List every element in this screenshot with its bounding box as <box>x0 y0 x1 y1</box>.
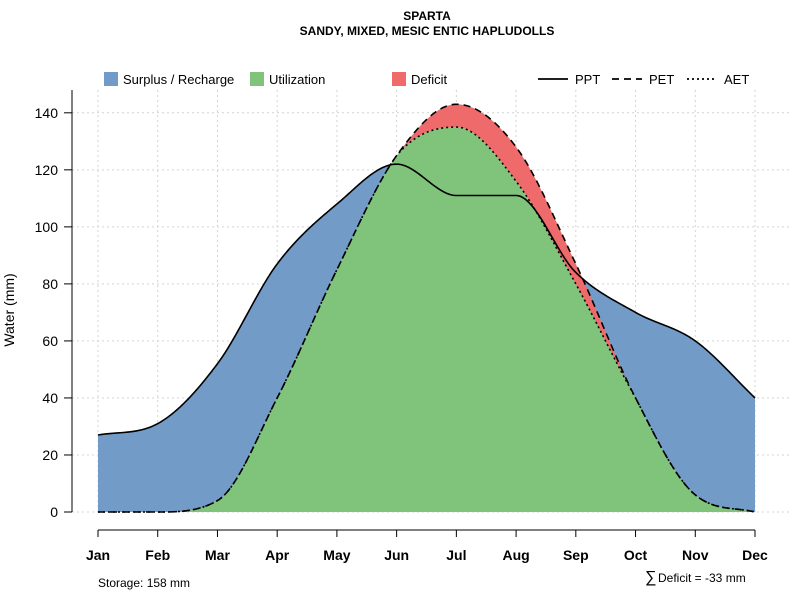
x-tick-label: Feb <box>145 547 170 563</box>
y-tick-label: 140 <box>35 105 59 121</box>
chart-title: SPARTA <box>403 9 451 23</box>
chart-subtitle: SANDY, MIXED, MESIC ENTIC HAPLUDOLLS <box>300 24 555 38</box>
x-tick-label: Dec <box>742 547 768 563</box>
legend-swatch <box>104 72 118 86</box>
legend-area-label: Deficit <box>411 72 448 87</box>
y-tick-label: 80 <box>42 276 58 292</box>
x-tick-label: Mar <box>205 547 230 563</box>
pet-line <box>98 103 756 513</box>
ppt-line <box>97 163 756 436</box>
y-tick-label: 120 <box>35 162 59 178</box>
utilization-area <box>98 127 755 512</box>
legend-swatch <box>250 72 264 86</box>
legend-line-label: PET <box>649 72 674 87</box>
x-tick-label: Jul <box>446 547 466 563</box>
legend-swatch <box>392 72 406 86</box>
x-tick-label: Sep <box>563 547 589 563</box>
axes: 0 20 40 60 80 100 120 140 Jan Feb Mar Apr May Jun Jul A… <box>35 90 768 563</box>
x-tick-label: May <box>323 547 350 563</box>
legend: Surplus / Recharge Utilization Deficit PPT P… <box>104 72 749 87</box>
storage-note: Storage: 158 mm <box>98 576 190 590</box>
legend-line-label: AET <box>724 72 749 87</box>
x-tick-label: Jan <box>86 547 110 563</box>
y-tick-label: 40 <box>42 390 58 406</box>
deficit-note: Deficit = -33 mm <box>658 571 746 585</box>
y-axis-label: Water (mm) <box>1 273 17 346</box>
sigma-symbol: ∑ <box>645 569 656 586</box>
x-tick-label: Apr <box>265 547 290 563</box>
y-tick-label: 20 <box>42 447 58 463</box>
x-tick-label: Nov <box>682 547 709 563</box>
x-tick-label: Oct <box>624 547 648 563</box>
y-tick-label: 100 <box>35 219 59 235</box>
legend-area-label: Utilization <box>269 72 325 87</box>
x-tick-label: Aug <box>502 547 529 563</box>
y-tick-label: 0 <box>50 504 58 520</box>
chart-areas <box>98 104 755 512</box>
legend-area-label: Surplus / Recharge <box>123 72 234 87</box>
x-tick-label: Jun <box>384 547 409 563</box>
y-tick-label: 60 <box>42 333 58 349</box>
chart-lines <box>97 103 756 513</box>
legend-line-label: PPT <box>575 72 600 87</box>
